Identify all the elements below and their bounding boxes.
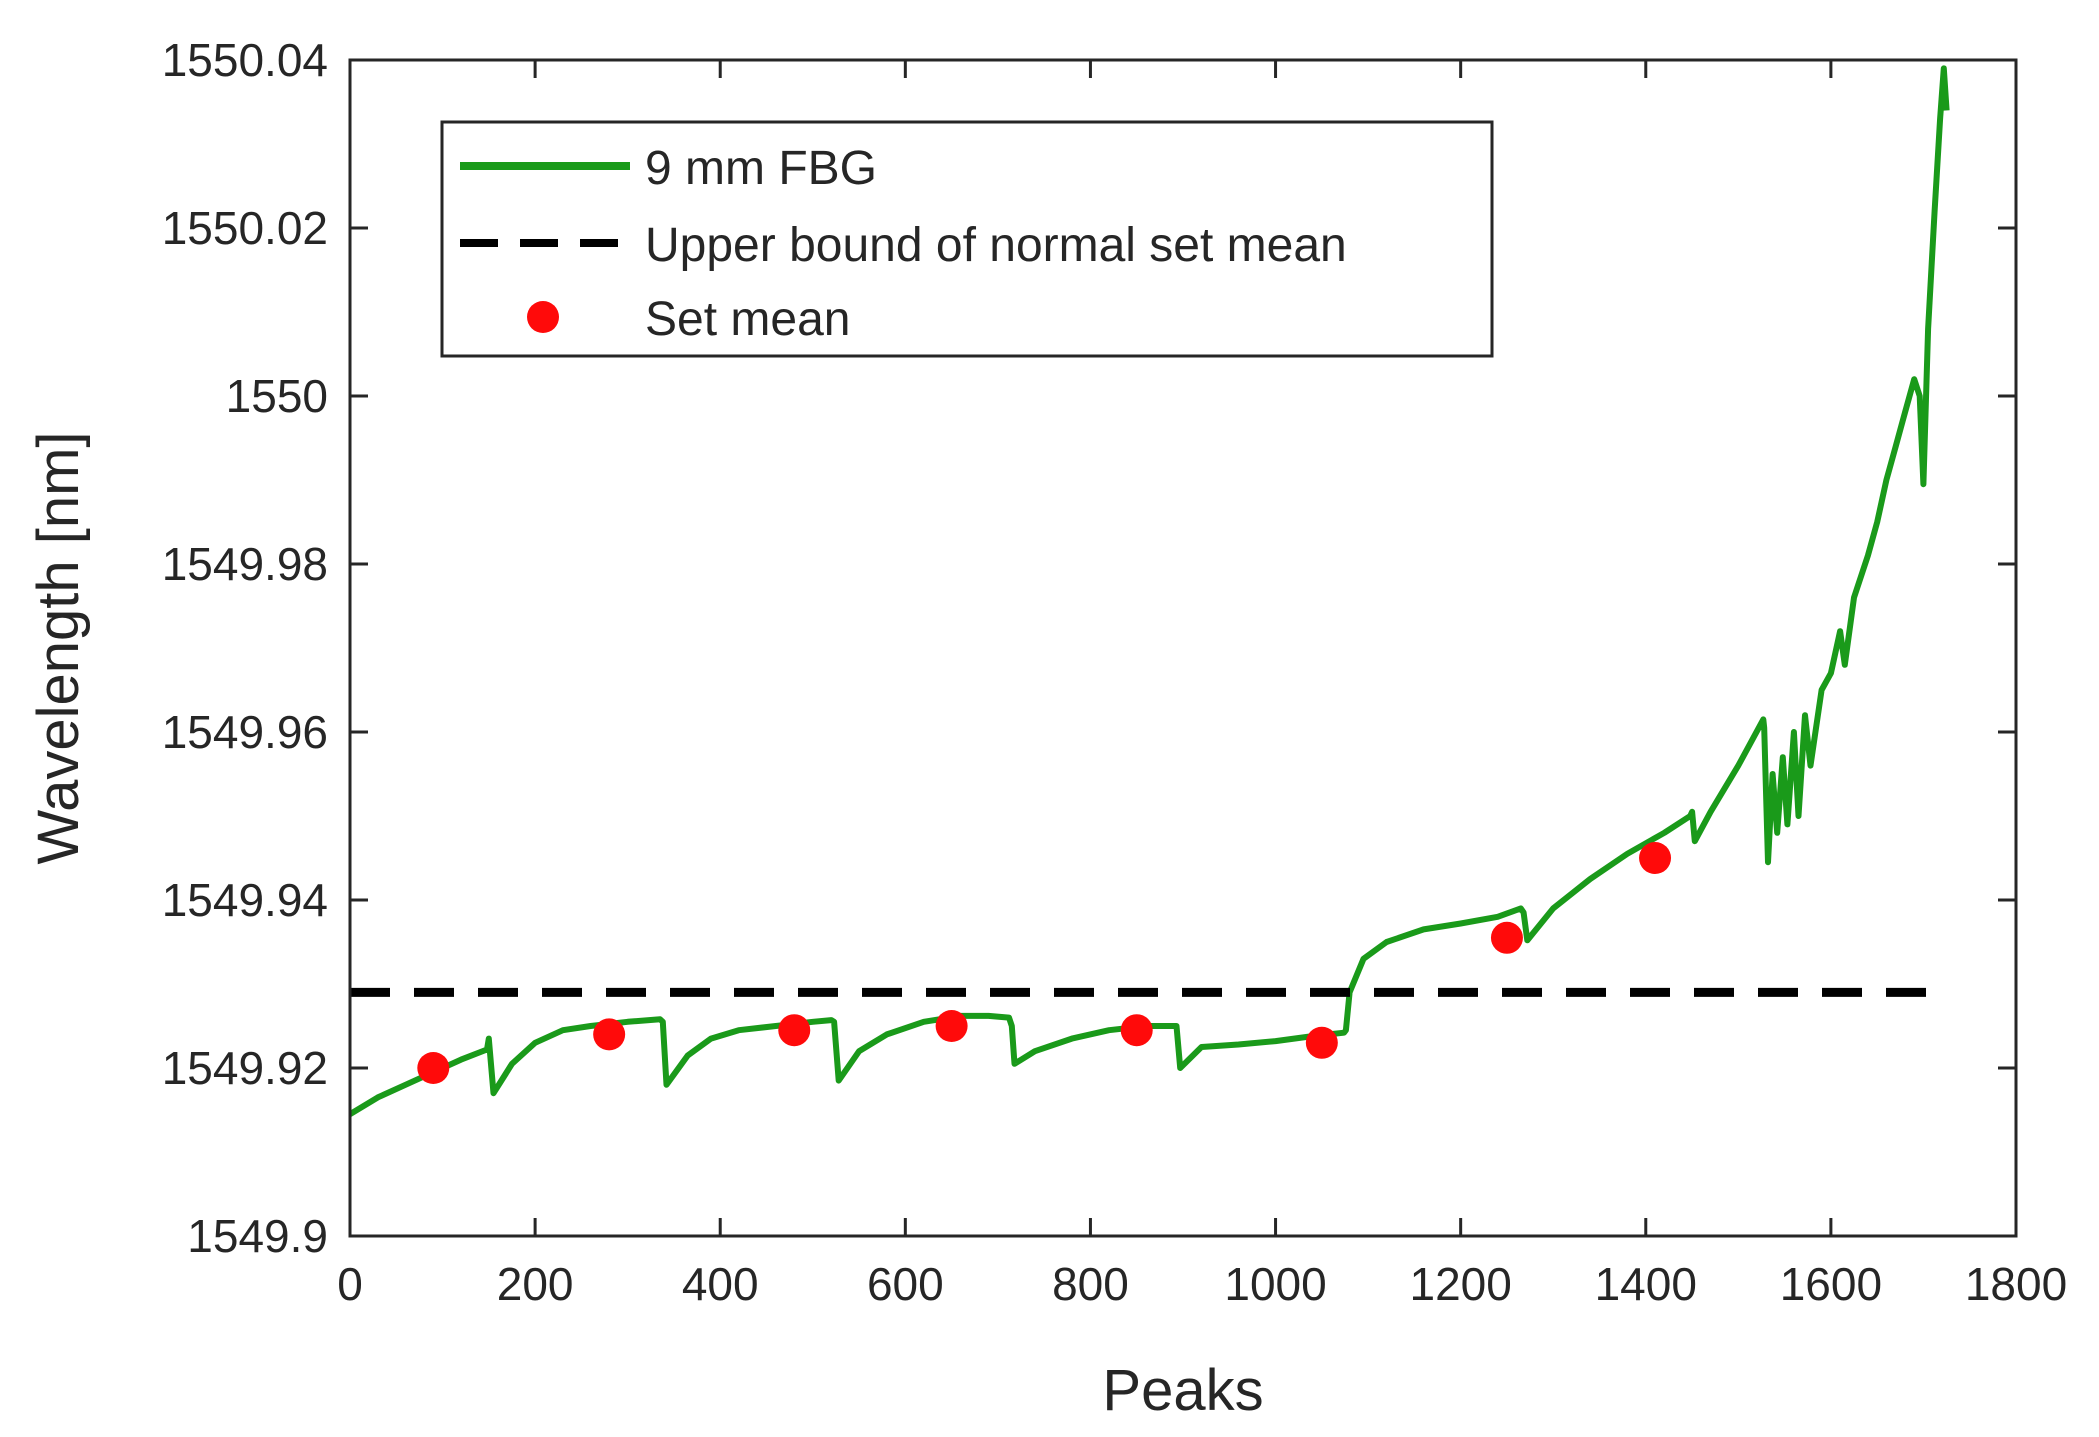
set-mean-point-1 xyxy=(417,1052,450,1084)
set-mean-point-6 xyxy=(1305,1026,1338,1059)
x-tick-label: 600 xyxy=(867,1258,944,1310)
y-tick-label: 1549.92 xyxy=(162,1042,328,1094)
x-tick-label: 1600 xyxy=(1780,1258,1882,1310)
x-tick-label: 400 xyxy=(682,1258,759,1310)
series-line-9mm-fbg xyxy=(348,65,1950,1117)
y-tick-label: 1550.04 xyxy=(162,34,328,86)
y-tick-label: 1549.94 xyxy=(162,874,328,926)
set-mean-point-2 xyxy=(593,1018,626,1051)
y-tick-labels: 1549.9 1549.92 1549.94 1549.96 1549.98 1550 15… xyxy=(162,34,328,1262)
legend: 9 mm FBG Upper bound of normal set mean … xyxy=(440,120,1494,358)
x-tick-label: 1000 xyxy=(1224,1258,1326,1310)
set-mean-point-5 xyxy=(1120,1014,1153,1047)
x-tick-label: 1400 xyxy=(1595,1258,1697,1310)
legend-swatch-set-mean xyxy=(527,301,559,333)
x-tick-label: 800 xyxy=(1052,1258,1129,1310)
y-axis-title: Wavelength [nm] xyxy=(26,431,91,864)
set-mean-point-7 xyxy=(1490,921,1523,954)
plot-area-frame xyxy=(348,58,2018,1238)
y-tick-label: 1550.02 xyxy=(162,202,328,254)
y-tick-label: 1549.98 xyxy=(162,538,328,590)
x-tick-labels: 0 200 400 600 800 1000 1200 1400 1600 1800 xyxy=(337,1258,2067,1310)
set-mean-point-3 xyxy=(778,1014,811,1047)
legend-label-9mm-fbg: 9 mm FBG xyxy=(645,142,877,195)
plot-marks xyxy=(348,65,1950,1117)
axis-ticks xyxy=(348,58,2018,1238)
y-tick-label: 1549.9 xyxy=(187,1210,328,1262)
set-mean-point-8 xyxy=(1639,842,1672,874)
legend-label-set-mean: Set mean xyxy=(645,293,850,346)
y-tick-label: 1549.96 xyxy=(162,706,328,758)
y-tick-label: 1550 xyxy=(226,370,328,422)
x-tick-label: 0 xyxy=(337,1258,363,1310)
x-tick-label: 1800 xyxy=(1965,1258,2067,1310)
set-mean-point-4 xyxy=(935,1010,968,1042)
x-axis-title: Peaks xyxy=(1102,1358,1263,1423)
legend-label-upper-bound: Upper bound of normal set mean xyxy=(645,219,1347,272)
x-tick-label: 1200 xyxy=(1409,1258,1511,1310)
x-tick-label: 200 xyxy=(497,1258,574,1310)
